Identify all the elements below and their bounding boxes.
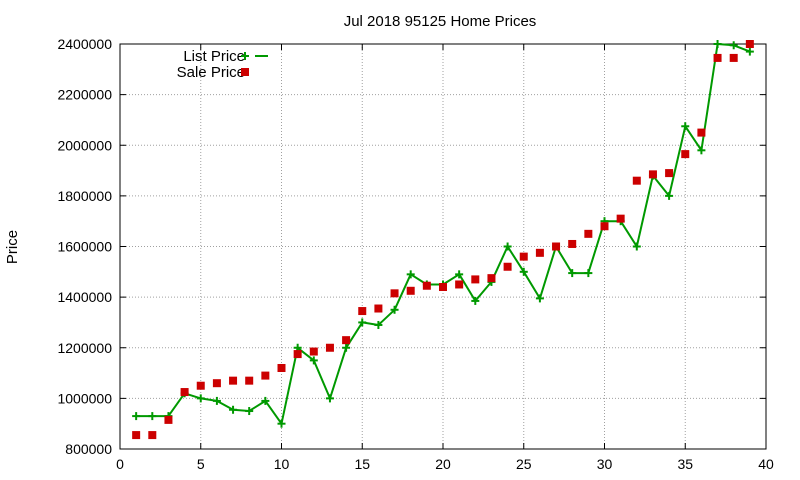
list-price-point xyxy=(148,412,157,421)
list-price-point xyxy=(358,318,367,327)
sale-price-point xyxy=(196,381,205,390)
list-price-point xyxy=(455,270,464,279)
sale-price-point xyxy=(632,176,641,185)
sale-price-point xyxy=(229,376,238,385)
axis-ticks: 0 5 10 15 20 25 30 35 40 800000 1000000 1200000 1400… xyxy=(57,36,774,472)
sale-price-point xyxy=(132,431,141,440)
list-price-point xyxy=(325,394,334,403)
y-axis-label: Price xyxy=(4,230,21,264)
legend-marker-sale-price xyxy=(241,68,249,76)
sale-price-point xyxy=(455,280,464,289)
list-price-point xyxy=(632,242,641,251)
sale-price-point xyxy=(180,388,189,397)
list-price-point xyxy=(132,412,141,421)
list-price-point xyxy=(212,396,221,405)
y-tick-label: 2200000 xyxy=(57,87,112,103)
sale-price-point xyxy=(568,239,577,248)
list-price-point xyxy=(471,296,480,305)
sale-price-point xyxy=(535,248,544,257)
list-price-point xyxy=(681,122,690,131)
sale-price-point xyxy=(277,364,286,372)
y-tick-label: 1800000 xyxy=(57,188,112,204)
sale-price-point xyxy=(390,289,399,298)
x-tick-label: 25 xyxy=(516,456,532,472)
list-price-point xyxy=(584,269,593,278)
grid xyxy=(120,44,766,449)
list-price-point xyxy=(697,146,706,155)
list-price-point xyxy=(342,343,351,352)
sale-price-point xyxy=(358,307,367,316)
x-tick-label: 20 xyxy=(435,456,451,472)
list-price-point xyxy=(196,394,205,403)
x-tick-label: 40 xyxy=(758,456,774,472)
sale-price-point xyxy=(374,304,383,313)
y-tick-label: 2000000 xyxy=(57,137,112,153)
x-tick-label: 15 xyxy=(354,456,370,472)
x-tick-label: 30 xyxy=(597,456,613,472)
y-tick-label: 1200000 xyxy=(57,340,112,356)
sale-price-point xyxy=(406,286,415,295)
sale-price-point xyxy=(665,169,674,178)
list-price-point xyxy=(390,305,399,314)
list-price-point xyxy=(309,356,318,365)
series xyxy=(132,40,754,440)
sale-price-point xyxy=(584,229,593,238)
legend: List Price Sale Price xyxy=(177,48,268,81)
x-tick-label: 0 xyxy=(116,456,124,472)
list-price-point xyxy=(745,47,754,56)
list-price-point xyxy=(535,294,544,303)
sale-price-point xyxy=(616,214,625,223)
list-price-point xyxy=(374,320,383,329)
sale-price-point xyxy=(245,376,254,385)
list-price-point xyxy=(713,40,722,48)
y-tick-label: 800000 xyxy=(65,441,112,457)
x-tick-label: 10 xyxy=(274,456,290,472)
sale-price-point xyxy=(729,53,738,62)
legend-label-sale-price: Sale Price xyxy=(177,64,245,81)
y-tick-label: 1000000 xyxy=(57,390,112,406)
x-tick-label: 5 xyxy=(197,456,205,472)
sale-price-point xyxy=(503,262,512,271)
sale-price-point xyxy=(325,343,334,352)
sale-price-point xyxy=(164,415,173,424)
sale-price-point xyxy=(293,350,302,359)
list-price-point xyxy=(277,419,286,428)
list-price-point xyxy=(245,407,254,416)
y-tick-label: 1600000 xyxy=(57,239,112,255)
sale-price-point xyxy=(471,275,480,284)
list-price-point xyxy=(519,267,528,276)
sale-price-point xyxy=(487,274,496,283)
sale-price-point xyxy=(681,150,690,159)
sale-price-point xyxy=(309,347,318,356)
sale-price-point xyxy=(745,40,754,48)
list-price-point xyxy=(665,191,674,200)
sale-price-point xyxy=(697,128,706,137)
sale-price-point xyxy=(519,252,528,261)
list-price-point xyxy=(568,269,577,278)
sale-price-point xyxy=(342,336,351,345)
list-price-point xyxy=(406,270,415,279)
sale-price-point xyxy=(422,281,431,290)
sale-price-point xyxy=(261,371,270,380)
x-tick-label: 35 xyxy=(677,456,693,472)
sale-price-point xyxy=(648,170,657,179)
list-price-point xyxy=(261,396,270,405)
sale-price-point xyxy=(552,242,561,251)
y-tick-label: 1400000 xyxy=(57,289,112,305)
list-price-point xyxy=(729,41,738,50)
sale-price-point xyxy=(212,379,221,388)
list-price-point xyxy=(503,242,512,251)
legend-label-list-price: List Price xyxy=(183,48,245,65)
list-price-point xyxy=(229,405,238,414)
sale-price-point xyxy=(439,283,447,291)
y-tick-label: 2400000 xyxy=(57,36,112,52)
sale-price-point xyxy=(148,431,157,440)
chart-title: Jul 2018 95125 Home Prices xyxy=(344,13,537,30)
sale-price-point xyxy=(713,53,722,62)
sale-price-point xyxy=(600,222,609,231)
